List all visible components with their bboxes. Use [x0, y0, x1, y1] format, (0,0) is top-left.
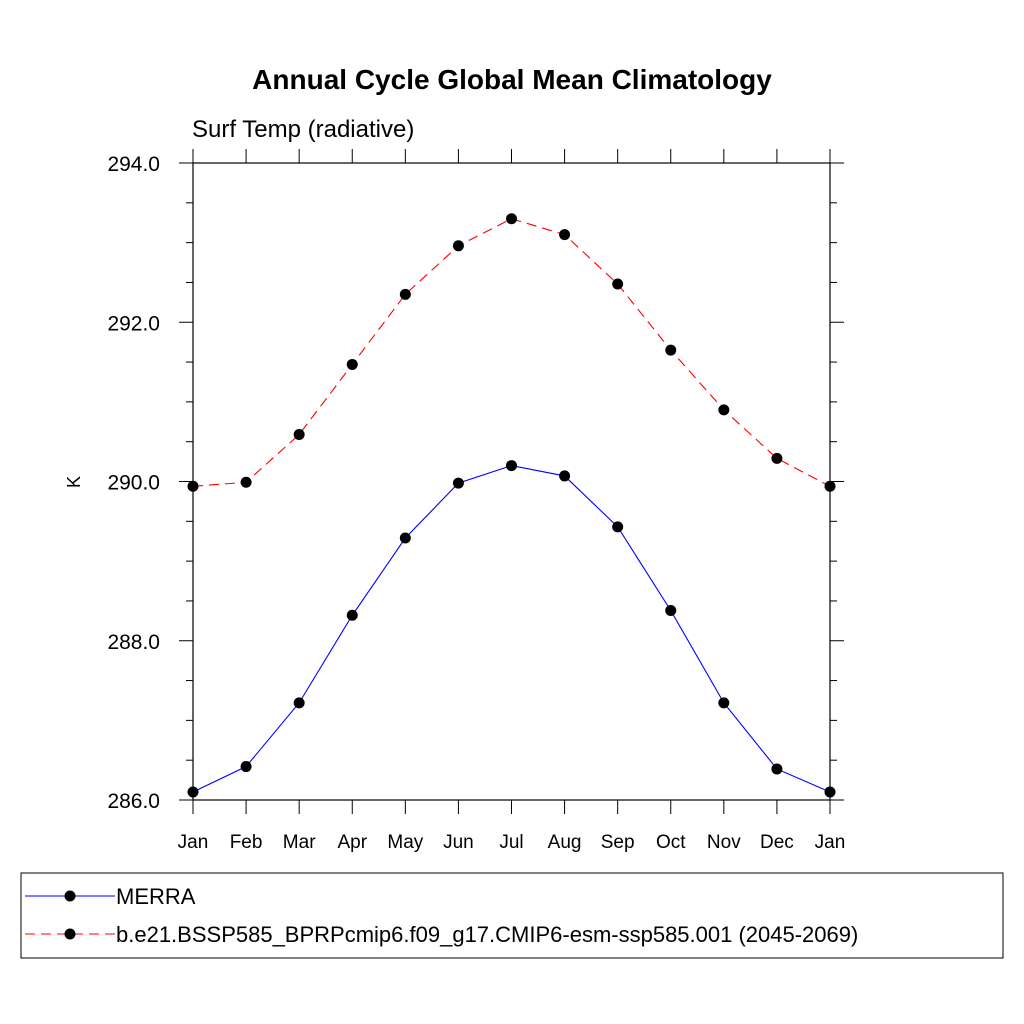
data-point-series-1	[506, 213, 517, 225]
data-point-series-0	[346, 609, 358, 621]
data-point-series-0	[771, 763, 783, 775]
y-tick-label: 288.0	[107, 631, 160, 654]
x-tick-label: Aug	[548, 832, 582, 853]
series-line-1	[192, 218, 831, 487]
data-point-series-0	[452, 477, 464, 489]
x-tick-label: Feb	[230, 832, 263, 853]
chart-title: Annual Cycle Global Mean Climatology	[252, 64, 772, 95]
y-tick-label: 286.0	[107, 790, 160, 813]
series-layer	[187, 213, 836, 798]
x-tick-label: Oct	[656, 832, 686, 853]
x-tick-label: Sep	[601, 832, 635, 853]
x-tick-label: Jan	[178, 832, 209, 853]
data-point-series-0	[187, 786, 199, 798]
data-point-series-0	[399, 532, 411, 544]
legend-marker-0	[64, 890, 76, 902]
data-point-series-1	[346, 358, 358, 370]
y-axis-label: K	[64, 476, 84, 488]
legend-box	[20, 872, 1004, 959]
data-point-series-0	[293, 697, 305, 709]
data-point-series-1	[665, 344, 677, 356]
data-point-series-1	[718, 404, 730, 416]
x-tick-label: Jan	[815, 832, 846, 853]
data-point-series-1	[824, 480, 836, 492]
data-point-series-0	[665, 604, 677, 616]
x-tick-label: Jul	[499, 832, 523, 853]
data-point-series-1	[240, 476, 252, 488]
data-point-series-0	[718, 697, 730, 709]
x-tick-label: Mar	[283, 832, 316, 853]
data-point-series-1	[612, 278, 624, 290]
data-point-series-1	[399, 288, 411, 300]
data-point-series-1	[452, 240, 464, 252]
legend-label-0: MERRA	[116, 884, 196, 909]
y-tick-label: 294.0	[107, 153, 160, 176]
legend-marker-1	[64, 928, 76, 940]
series-line-0	[192, 465, 831, 793]
data-point-series-0	[612, 521, 624, 533]
data-point-series-0	[506, 460, 517, 472]
plot-frame	[192, 162, 831, 801]
y-tick-label: 292.0	[107, 312, 160, 335]
x-tick-label: Dec	[760, 832, 794, 853]
y-tick-label: 290.0	[107, 472, 160, 495]
data-point-series-0	[240, 761, 252, 773]
data-point-series-0	[824, 786, 836, 798]
x-tick-label: May	[387, 832, 423, 853]
chart-subtitle: Surf Temp (radiative)	[192, 116, 414, 143]
legend: MERRA b.e21.BSSP585_BPRPcmip6.f09_g17.CMI…	[20, 872, 1004, 959]
axis-ticks: Jan Feb Mar Apr May Jun Jul Aug Sep Oct Nov Dec Jan 2…	[107, 149, 845, 853]
data-point-series-1	[771, 452, 783, 464]
data-point-series-1	[187, 480, 199, 492]
legend-label-1: b.e21.BSSP585_BPRPcmip6.f09_g17.CMIP6-es…	[116, 922, 858, 947]
x-tick-label: Apr	[337, 832, 367, 853]
x-tick-label: Jun	[443, 832, 474, 853]
x-tick-label: Nov	[707, 832, 741, 853]
data-point-series-0	[559, 470, 571, 482]
data-point-series-1	[559, 229, 571, 241]
data-point-series-1	[293, 429, 305, 441]
